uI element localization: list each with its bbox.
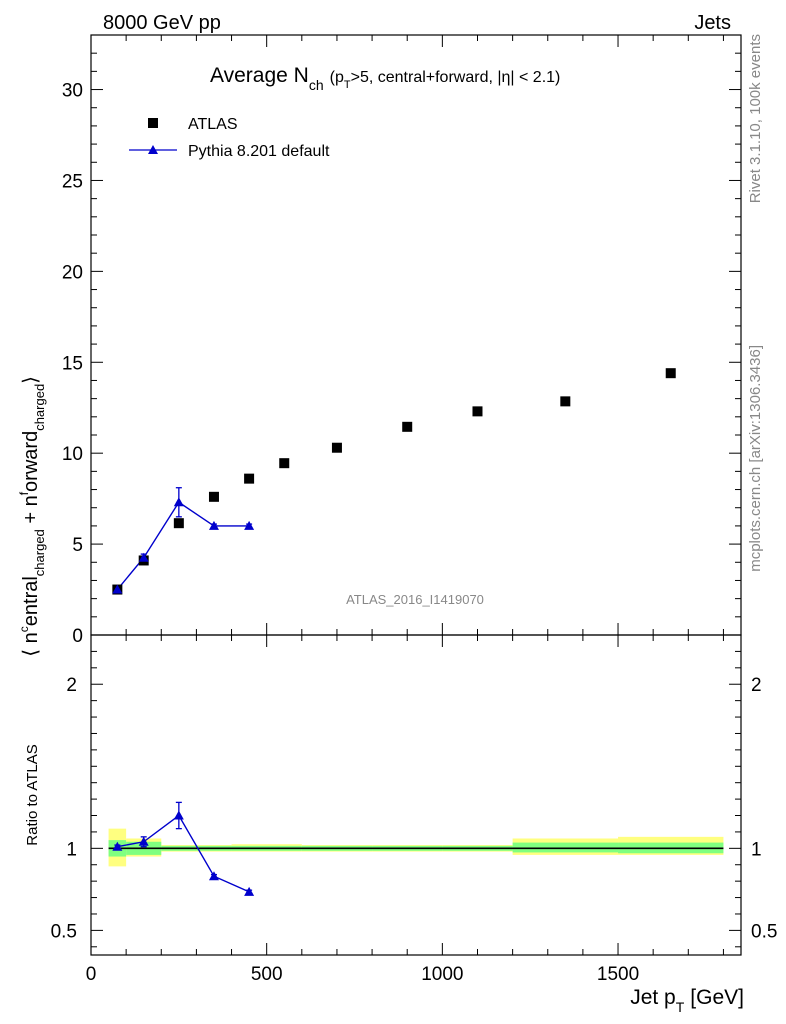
main-ytick-label: 15 — [62, 353, 83, 374]
x-tick-label: 0 — [86, 964, 97, 985]
pythia-point — [112, 584, 123, 594]
main-ticks-layer: 0 5 10 15 20 25 30 — [62, 34, 741, 647]
atlas-point — [472, 406, 483, 417]
ratio-pythia-point — [173, 810, 184, 820]
ratio-panel: 0.5 0.5 1 1 2 2 0 500 1000 1500 Ratio to ATLAS Je… — [24, 634, 777, 1015]
atlas-point — [244, 473, 255, 484]
ratio-ytick-label: 0.5 — [51, 921, 77, 942]
pythia-point — [244, 520, 255, 530]
atlas-point — [402, 421, 413, 432]
atlas-point — [560, 396, 571, 407]
atlas-point — [331, 442, 342, 453]
pythia-point — [138, 552, 149, 562]
ratio-ylabel: Ratio to ATLAS — [24, 744, 41, 845]
title-rest-sub: T — [344, 79, 351, 91]
x-axis-label: Jet pT [GeV] — [630, 986, 744, 1015]
legend-pythia-marker — [148, 145, 158, 154]
mcplots-label: mcplots.cern.ch [arXiv:1306.3436] — [747, 345, 764, 572]
title-sub: ch — [309, 77, 324, 93]
ratio-ytick-label: 2 — [66, 675, 77, 696]
ratio-frame — [90, 634, 742, 956]
header-left: 8000 GeV pp — [103, 12, 221, 34]
legend: ATLAS Pythia 8.201 default — [129, 116, 330, 160]
ratio-ytick-label: 1 — [66, 839, 77, 860]
ratio-ytick-label-right: 2 — [751, 675, 762, 696]
main-ylabel: ⟨ ncentralcharged + nforwardcharged⟩ — [17, 376, 47, 657]
main-ytick-label: 10 — [62, 444, 83, 465]
atlas-point — [208, 491, 219, 502]
ratio-pythia-point — [112, 841, 123, 851]
main-title: Average Nch (pT>5, central+forward, |η| <… — [210, 64, 560, 93]
x-tick-label: 1000 — [421, 964, 463, 985]
main-ytick-label: 5 — [72, 535, 83, 556]
pythia-point — [208, 520, 219, 530]
ratio-ytick-label-right: 1 — [751, 839, 762, 860]
ratio-pythia-point — [138, 836, 149, 846]
ratio-pythia-point — [208, 871, 219, 881]
title-main: Average N — [210, 64, 309, 87]
main-ytick-label: 20 — [62, 262, 83, 283]
ratio-band-inner — [512, 842, 619, 853]
title-rest: (p — [330, 69, 344, 86]
main-ytick-label: 0 — [72, 626, 83, 647]
analysis-watermark: ATLAS_2016_I1419070 — [346, 592, 484, 607]
legend-atlas-marker — [148, 118, 158, 128]
title-tail: >5, central+forward, |η| < 2.1) — [351, 69, 561, 86]
main-ytick-label: 30 — [62, 81, 83, 102]
ratio-pythia-point — [244, 886, 255, 896]
legend-pythia-label: Pythia 8.201 default — [188, 143, 330, 160]
atlas-point — [279, 458, 290, 469]
rivet-label: Rivet 3.1.10, 100k events — [747, 34, 764, 203]
pythia-point — [173, 497, 184, 507]
x-tick-label: 500 — [251, 964, 283, 985]
main-panel: 0 5 10 15 20 25 30 Average Nch (pT>5, central+f… — [17, 34, 742, 657]
header-right: Jets — [694, 12, 731, 34]
ratio-marks-layer — [108, 801, 724, 896]
legend-atlas-label: ATLAS — [188, 116, 238, 133]
main-marks-layer — [112, 368, 676, 595]
main-ytick-label: 25 — [62, 171, 83, 192]
ratio-ticks-layer: 0.5 0.5 1 1 2 2 0 500 1000 1500 — [51, 635, 777, 985]
pythia-line — [116, 501, 250, 590]
ratio-ytick-label-right: 0.5 — [751, 921, 777, 942]
atlas-point — [173, 518, 184, 529]
x-tick-label: 1500 — [597, 964, 639, 985]
atlas-point — [665, 368, 676, 379]
